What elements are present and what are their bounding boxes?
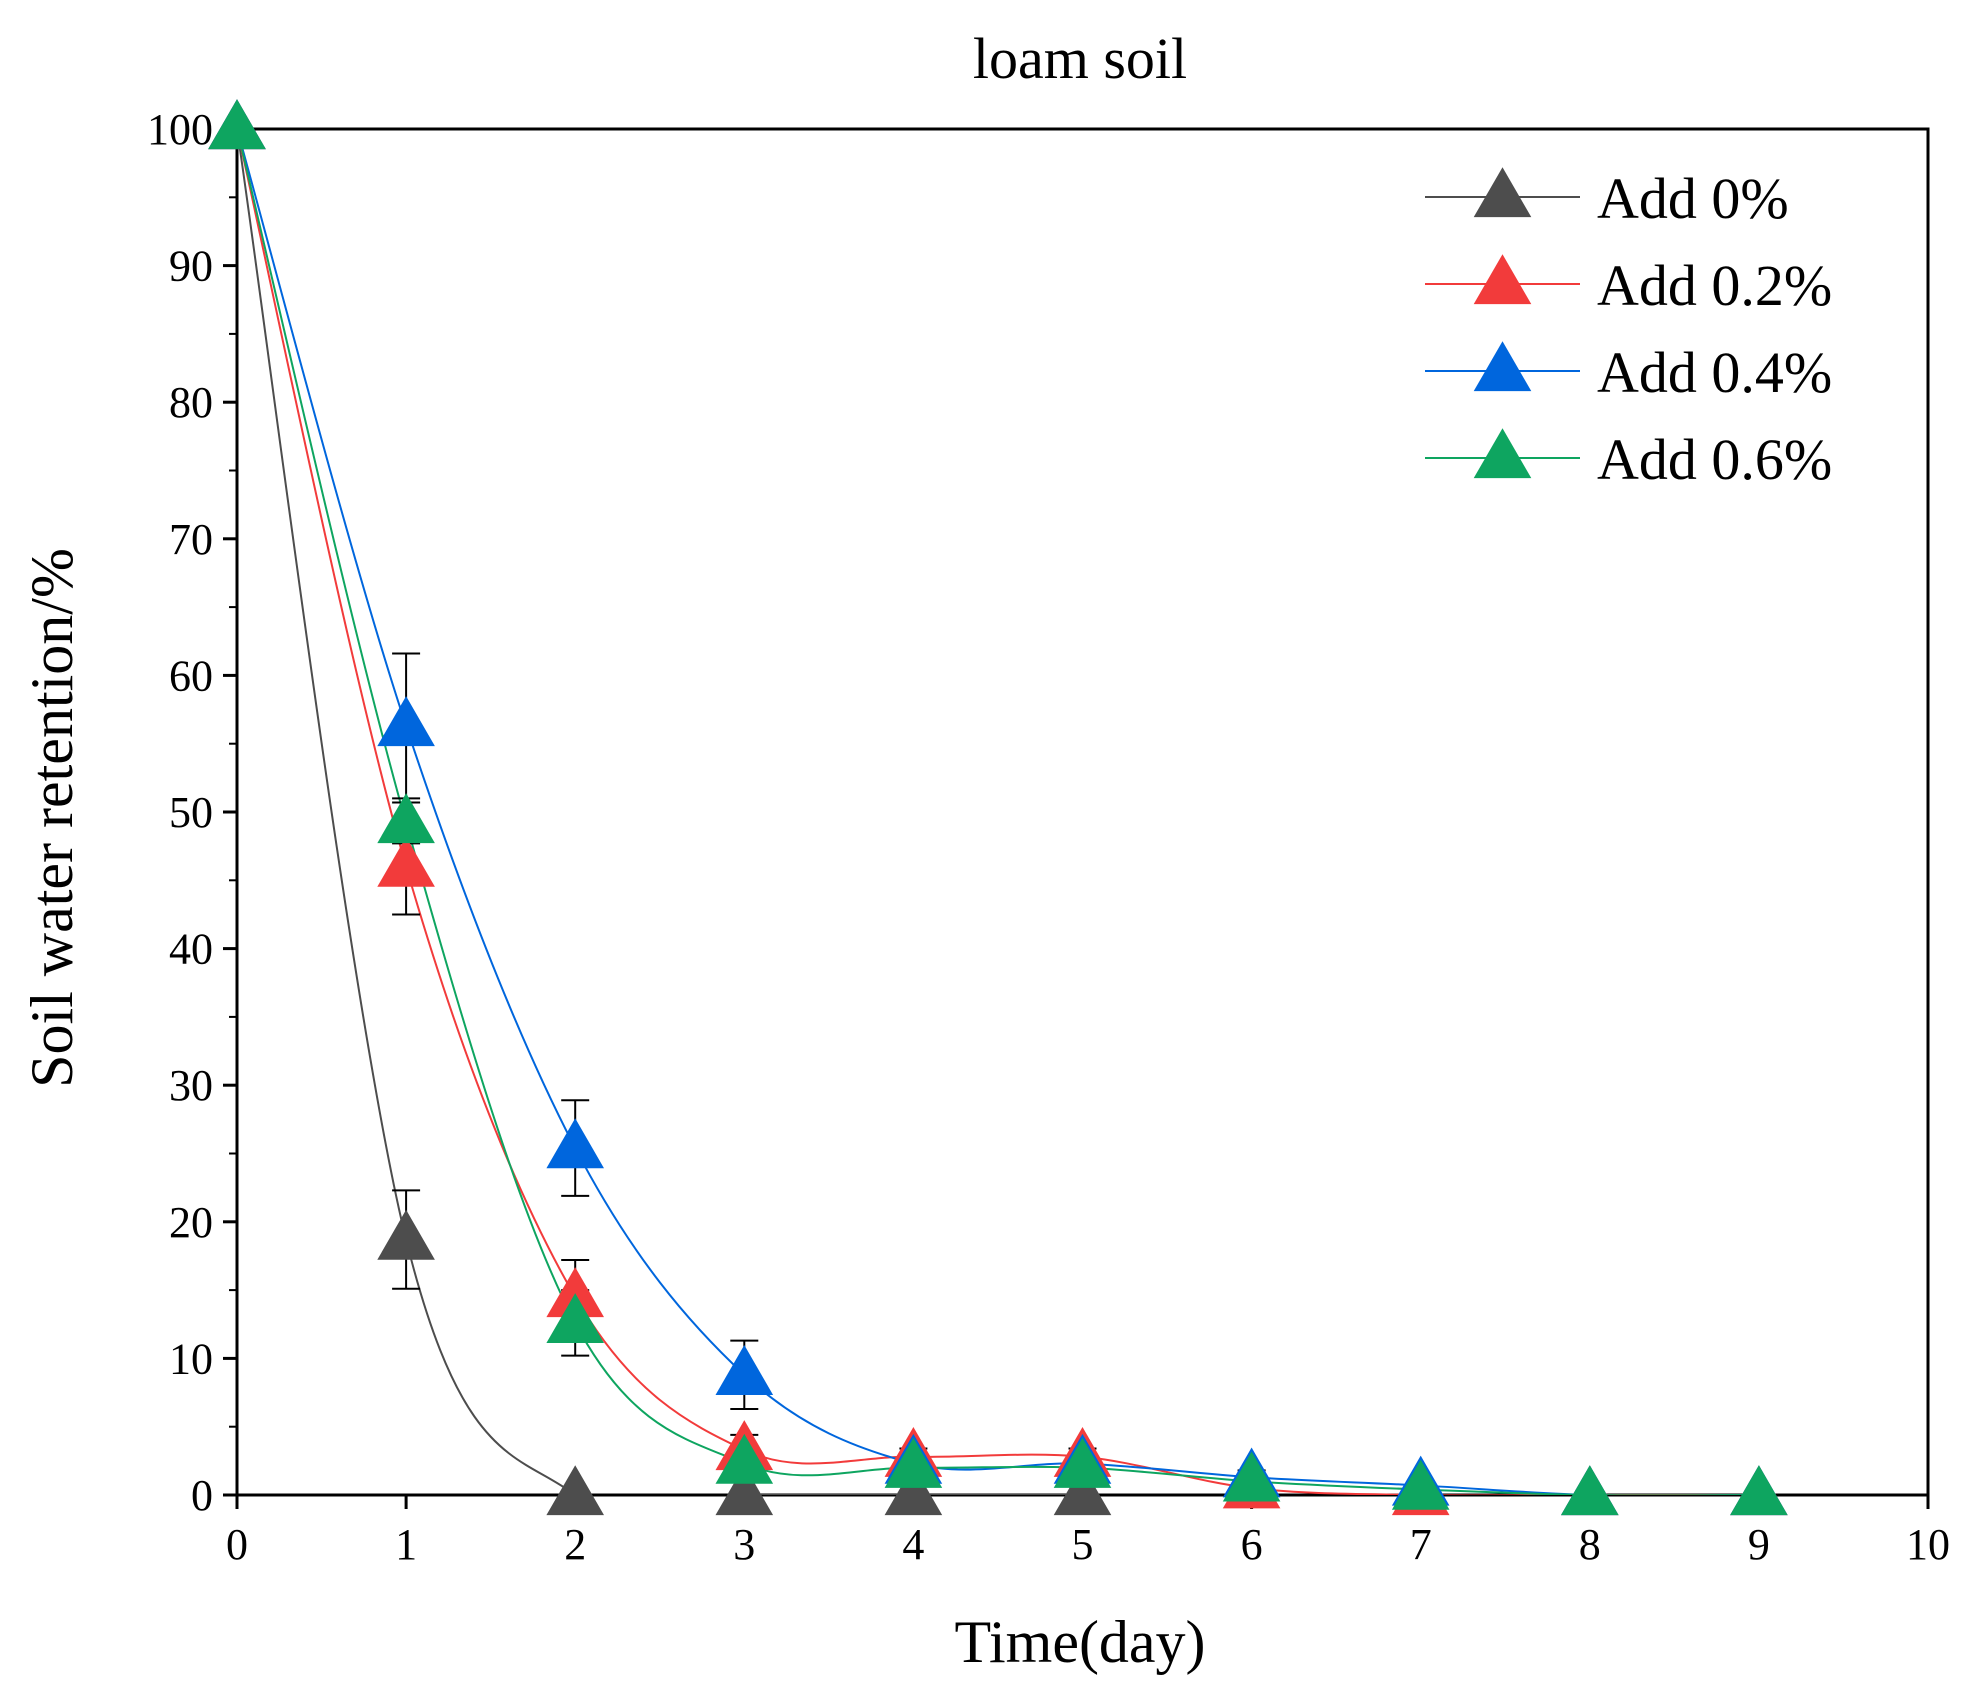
x-tick-label: 9 bbox=[1748, 1520, 1770, 1569]
legend-item: Add 0.2% bbox=[1425, 253, 1832, 318]
legend-item: Add 0.6% bbox=[1425, 427, 1832, 492]
data-point bbox=[1222, 1451, 1281, 1502]
series-line bbox=[237, 129, 1759, 1495]
data-point bbox=[1391, 1459, 1450, 1510]
data-point bbox=[1730, 1465, 1788, 1516]
data-point bbox=[1561, 1465, 1619, 1516]
legend-label: Add 0.6% bbox=[1597, 427, 1832, 492]
series-line bbox=[237, 129, 1759, 1495]
x-tick-label: 6 bbox=[1241, 1520, 1263, 1569]
data-point bbox=[715, 1345, 774, 1395]
y-tick-label: 90 bbox=[169, 242, 213, 291]
data-point bbox=[377, 793, 435, 844]
x-axis-label: Time(day) bbox=[954, 1609, 1205, 1675]
x-tick-label: 7 bbox=[1410, 1520, 1432, 1569]
legend: Add 0% Add 0.2% Add 0.4% Add 0.6% bbox=[1425, 166, 1832, 492]
x-tick-label: 0 bbox=[226, 1520, 248, 1569]
y-tick-label: 60 bbox=[169, 651, 213, 700]
x-tick-label: 5 bbox=[1072, 1520, 1094, 1569]
x-tick-label: 3 bbox=[733, 1520, 755, 1569]
legend-marker bbox=[1473, 341, 1532, 392]
data-point bbox=[1053, 1437, 1112, 1488]
x-tick-label: 1 bbox=[395, 1520, 417, 1569]
y-tick-label: 100 bbox=[147, 105, 213, 154]
y-axis-label: Soil water retention/% bbox=[19, 548, 85, 1088]
x-tick-label: 2 bbox=[564, 1520, 586, 1569]
legend-item: Add 0.4% bbox=[1425, 340, 1832, 405]
x-tick-label: 8 bbox=[1579, 1520, 1601, 1569]
data-point bbox=[546, 1118, 604, 1169]
data-point bbox=[1053, 1465, 1112, 1516]
legend-marker bbox=[1473, 167, 1532, 218]
data-point bbox=[715, 1465, 774, 1516]
legend-marker bbox=[1473, 254, 1532, 305]
x-tick-label: 10 bbox=[1906, 1520, 1950, 1569]
y-tick-label: 10 bbox=[169, 1334, 213, 1383]
y-tick-label: 70 bbox=[169, 515, 213, 564]
series-line bbox=[237, 129, 1083, 1495]
data-point bbox=[546, 1267, 604, 1318]
data-point bbox=[884, 1465, 943, 1516]
data-point bbox=[377, 1209, 435, 1260]
y-tick-label: 50 bbox=[169, 788, 213, 837]
data-point bbox=[715, 1433, 774, 1484]
legend-label: Add 0.4% bbox=[1597, 340, 1832, 405]
x-tick-label: 4 bbox=[902, 1520, 924, 1569]
y-tick-label: 0 bbox=[191, 1471, 213, 1520]
series-line bbox=[237, 129, 1759, 1495]
plot-frame bbox=[235, 127, 1930, 1497]
legend-item: Add 0% bbox=[1425, 166, 1789, 231]
legend-label: Add 0.2% bbox=[1597, 253, 1832, 318]
data-point bbox=[546, 1293, 604, 1344]
data-point bbox=[377, 836, 435, 887]
legend-marker bbox=[1473, 428, 1532, 479]
data-point bbox=[884, 1437, 943, 1488]
legend-label: Add 0% bbox=[1597, 166, 1789, 231]
y-tick-label: 20 bbox=[169, 1198, 213, 1247]
y-tick-label: 80 bbox=[169, 378, 213, 427]
chart-title: loam soil bbox=[973, 26, 1187, 91]
data-point bbox=[546, 1465, 604, 1516]
y-tick-label: 30 bbox=[169, 1061, 213, 1110]
data-point bbox=[208, 99, 266, 150]
y-tick-label: 40 bbox=[169, 925, 213, 974]
data-point bbox=[377, 696, 435, 747]
